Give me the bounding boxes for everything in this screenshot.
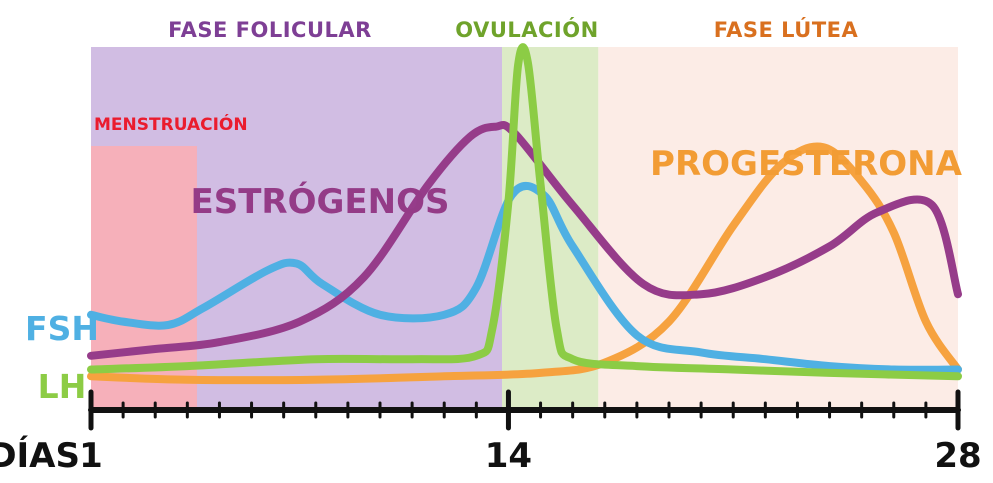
series-label-lh: LH <box>38 367 87 406</box>
x-tick-label-1: 1 <box>79 436 103 476</box>
phase-label-fase-folicular: FASE FOLICULAR <box>168 18 372 42</box>
phase-band-fase-lutea <box>598 47 958 410</box>
series-label-fsh: FSH <box>25 309 99 348</box>
x-tick-label-14: 14 <box>485 436 532 476</box>
x-tick-label-28: 28 <box>934 436 981 476</box>
series-line-fsh <box>87 182 962 374</box>
menstruation-label: MENSTRUACIÓN <box>94 113 248 135</box>
series-label-estrogenos: ESTRÓGENOS <box>191 181 450 222</box>
phase-label-fase-lutea: FASE LÚTEA <box>714 17 859 42</box>
x-axis-title: DÍAS <box>0 435 80 476</box>
series-line-progesterona <box>87 142 962 385</box>
series-line-lh <box>87 43 962 381</box>
phase-label-ovulacion: OVULACIÓN <box>455 17 598 42</box>
series-label-progesterona: PROGESTERONA <box>650 144 963 184</box>
